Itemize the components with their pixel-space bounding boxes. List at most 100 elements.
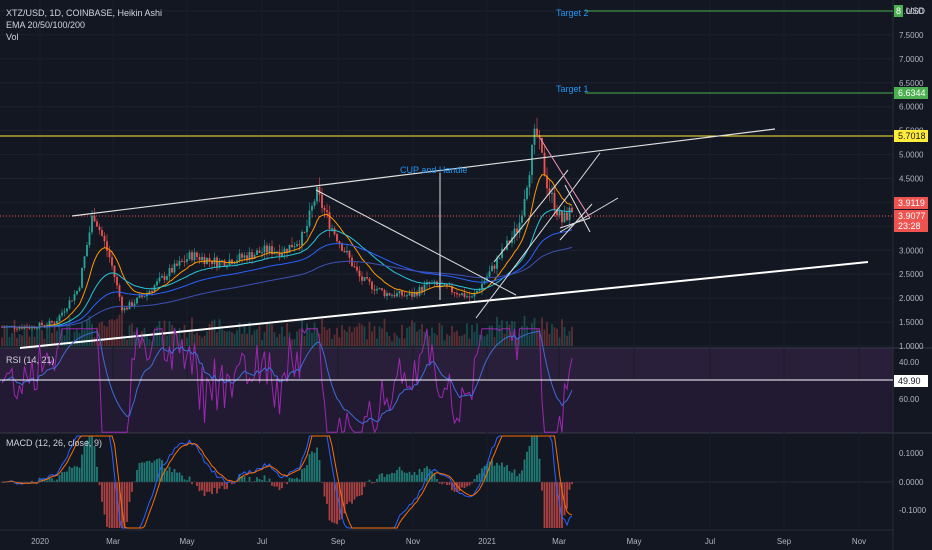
macd-histogram-bar [113, 482, 116, 528]
symbol-title[interactable]: XTZ/USD, 1D, COINBASE, Heikin Ashi [6, 8, 162, 18]
volume-bar [516, 338, 518, 346]
candle-body [288, 244, 291, 253]
candle-body [413, 291, 416, 297]
volume-bar [86, 319, 88, 346]
candle-body [551, 192, 553, 194]
candle-body [248, 252, 251, 261]
candle-body [293, 246, 296, 248]
volume-bar [271, 324, 273, 346]
candle-body [296, 244, 298, 247]
candle-body [86, 245, 88, 257]
volume-bar [63, 335, 66, 346]
pattern-label[interactable]: CUP and Handle [400, 165, 467, 175]
volume-bar [268, 322, 271, 346]
volume-bar [303, 335, 306, 346]
macd-histogram-bar [561, 482, 563, 528]
candle-body [416, 291, 418, 296]
upper-trendline[interactable] [71, 128, 776, 217]
wedge-line-b[interactable] [559, 217, 591, 229]
rsi-label[interactable]: RSI (14, 21) [6, 355, 55, 365]
volume-bar [403, 338, 406, 346]
volume-indicator-label[interactable]: Vol [6, 32, 19, 42]
macd-histogram-bar [96, 466, 98, 482]
candle-body [433, 281, 436, 283]
candle-body [266, 245, 268, 253]
flag-line-a[interactable] [559, 197, 619, 233]
candle-body [83, 256, 86, 268]
ema-indicator-label[interactable]: EMA 20/50/100/200 [6, 20, 85, 30]
macd-histogram-bar [116, 482, 118, 528]
macd-label[interactable]: MACD (12, 26, close, 9) [6, 438, 102, 448]
volume-bar [161, 336, 163, 346]
y-tick-label: 2.0000 [899, 294, 924, 303]
macd-histogram-bar [511, 472, 513, 482]
candle-body [98, 226, 101, 231]
candle-body [71, 300, 73, 302]
macd-histogram-bar [321, 482, 323, 483]
candle-body [368, 278, 371, 282]
candle-body [271, 246, 273, 255]
lower-trendline[interactable] [19, 261, 869, 349]
volume-bar [461, 335, 463, 346]
macd-histogram-bar [401, 470, 403, 482]
y-tick-label: 3.0000 [899, 246, 924, 255]
macd-histogram-bar [88, 436, 91, 482]
volume-bar [256, 329, 258, 346]
volume-bar [428, 335, 431, 346]
y-tick-label: 2.5000 [899, 270, 924, 279]
volume-bar [1, 337, 3, 346]
volume-bar [383, 318, 386, 346]
candle-body [233, 263, 236, 265]
volume-bar [233, 333, 236, 346]
candle-body [173, 263, 176, 273]
time-axis[interactable]: 2020 Mar May Jul Sep Nov 2021 Mar May Jul Sep Nov [31, 537, 866, 546]
candle-body [116, 276, 118, 286]
volume-bar [398, 338, 401, 346]
volume-bar [528, 335, 531, 346]
flag-line-b[interactable] [559, 203, 593, 241]
macd-histogram-bar [71, 468, 73, 482]
cup-line-left[interactable] [315, 189, 517, 296]
candle-body [323, 207, 326, 211]
macd-histogram-bar [538, 458, 541, 482]
candle-body [136, 297, 138, 304]
volume-bar [353, 327, 356, 346]
volume-bar [33, 336, 36, 346]
candle-body [561, 210, 563, 223]
candle-body [126, 307, 128, 310]
volume-bar [138, 336, 141, 346]
volume-bar [231, 332, 233, 346]
macd-histogram-bar [158, 458, 161, 482]
macd-histogram-bar [156, 458, 158, 482]
ema-line [2, 174, 573, 329]
macd-histogram-bar [463, 482, 466, 489]
candle-body [238, 253, 241, 261]
macd-histogram-bar [376, 478, 378, 482]
target-1-label[interactable]: Target 1 [556, 84, 589, 94]
macd-histogram-bar [351, 482, 353, 504]
pink-line[interactable] [539, 137, 591, 219]
wedge-line-a[interactable] [564, 184, 591, 233]
channel-line-b[interactable] [493, 169, 569, 263]
volume-bar [333, 334, 336, 346]
macd-histogram-bar [393, 473, 396, 482]
volume-bar [48, 323, 51, 346]
macd-histogram-bar [378, 474, 381, 482]
macd-histogram-bar [166, 470, 168, 482]
macd-histogram-bar [126, 482, 128, 522]
macd-histogram-bar [66, 471, 68, 482]
y-tick-label: 7.0000 [899, 55, 924, 64]
candle-body [56, 321, 58, 324]
macd-histogram-bar [368, 479, 371, 482]
y-tick-label: 4.5000 [899, 175, 924, 184]
candle-body [28, 327, 31, 329]
volume-bar [21, 335, 23, 346]
volume-bar [358, 323, 361, 346]
target-1-tag [894, 87, 928, 99]
channel-line-a[interactable] [475, 152, 601, 319]
target-2-label[interactable]: Target 2 [556, 8, 589, 18]
macd-histogram-bar [63, 471, 66, 482]
macd-histogram-bar [108, 482, 111, 528]
y-tick-label: 8.0000 [899, 7, 924, 16]
